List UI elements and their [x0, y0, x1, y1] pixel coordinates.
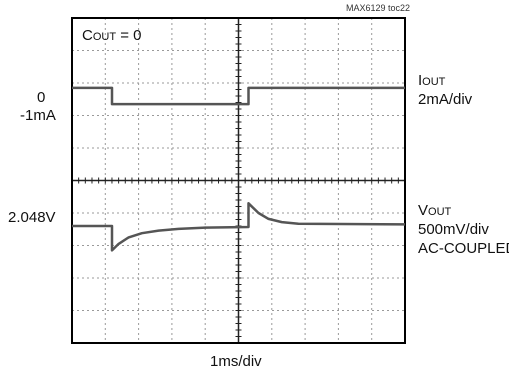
- vout-name-prefix: V: [418, 202, 429, 219]
- vout-scale: 500mV/div: [418, 221, 489, 238]
- plot-frame: [71, 17, 406, 344]
- condition-suffix: = 0: [116, 27, 142, 44]
- iout-name-sub: OUT: [422, 76, 446, 88]
- x-axis-scale: 1ms/div: [210, 353, 262, 370]
- condition-prefix: C: [82, 27, 93, 44]
- vout-coupling: AC-COUPLED: [418, 240, 509, 257]
- condition-label: COUT = 0: [82, 27, 142, 46]
- vout-series-label: VOUT: [418, 202, 451, 221]
- iout-trace: [72, 86, 405, 106]
- vout-level-2048: 2.048V: [8, 209, 56, 226]
- iout-level-zero: 0: [37, 89, 46, 106]
- scope-grid: [71, 17, 406, 344]
- iout-name-prefix: I: [418, 72, 423, 89]
- iout-series-label: IOUT: [418, 72, 445, 91]
- iout-scale: 2mA/div: [418, 91, 473, 108]
- vout-trace: [72, 202, 406, 252]
- iout-level-minus1ma: -1mA: [20, 107, 56, 124]
- vout-name-sub: OUT: [428, 206, 452, 218]
- figure-id: MAX6129 toc22: [346, 3, 411, 13]
- traces: [72, 86, 406, 252]
- condition-subscript: OUT: [92, 31, 117, 43]
